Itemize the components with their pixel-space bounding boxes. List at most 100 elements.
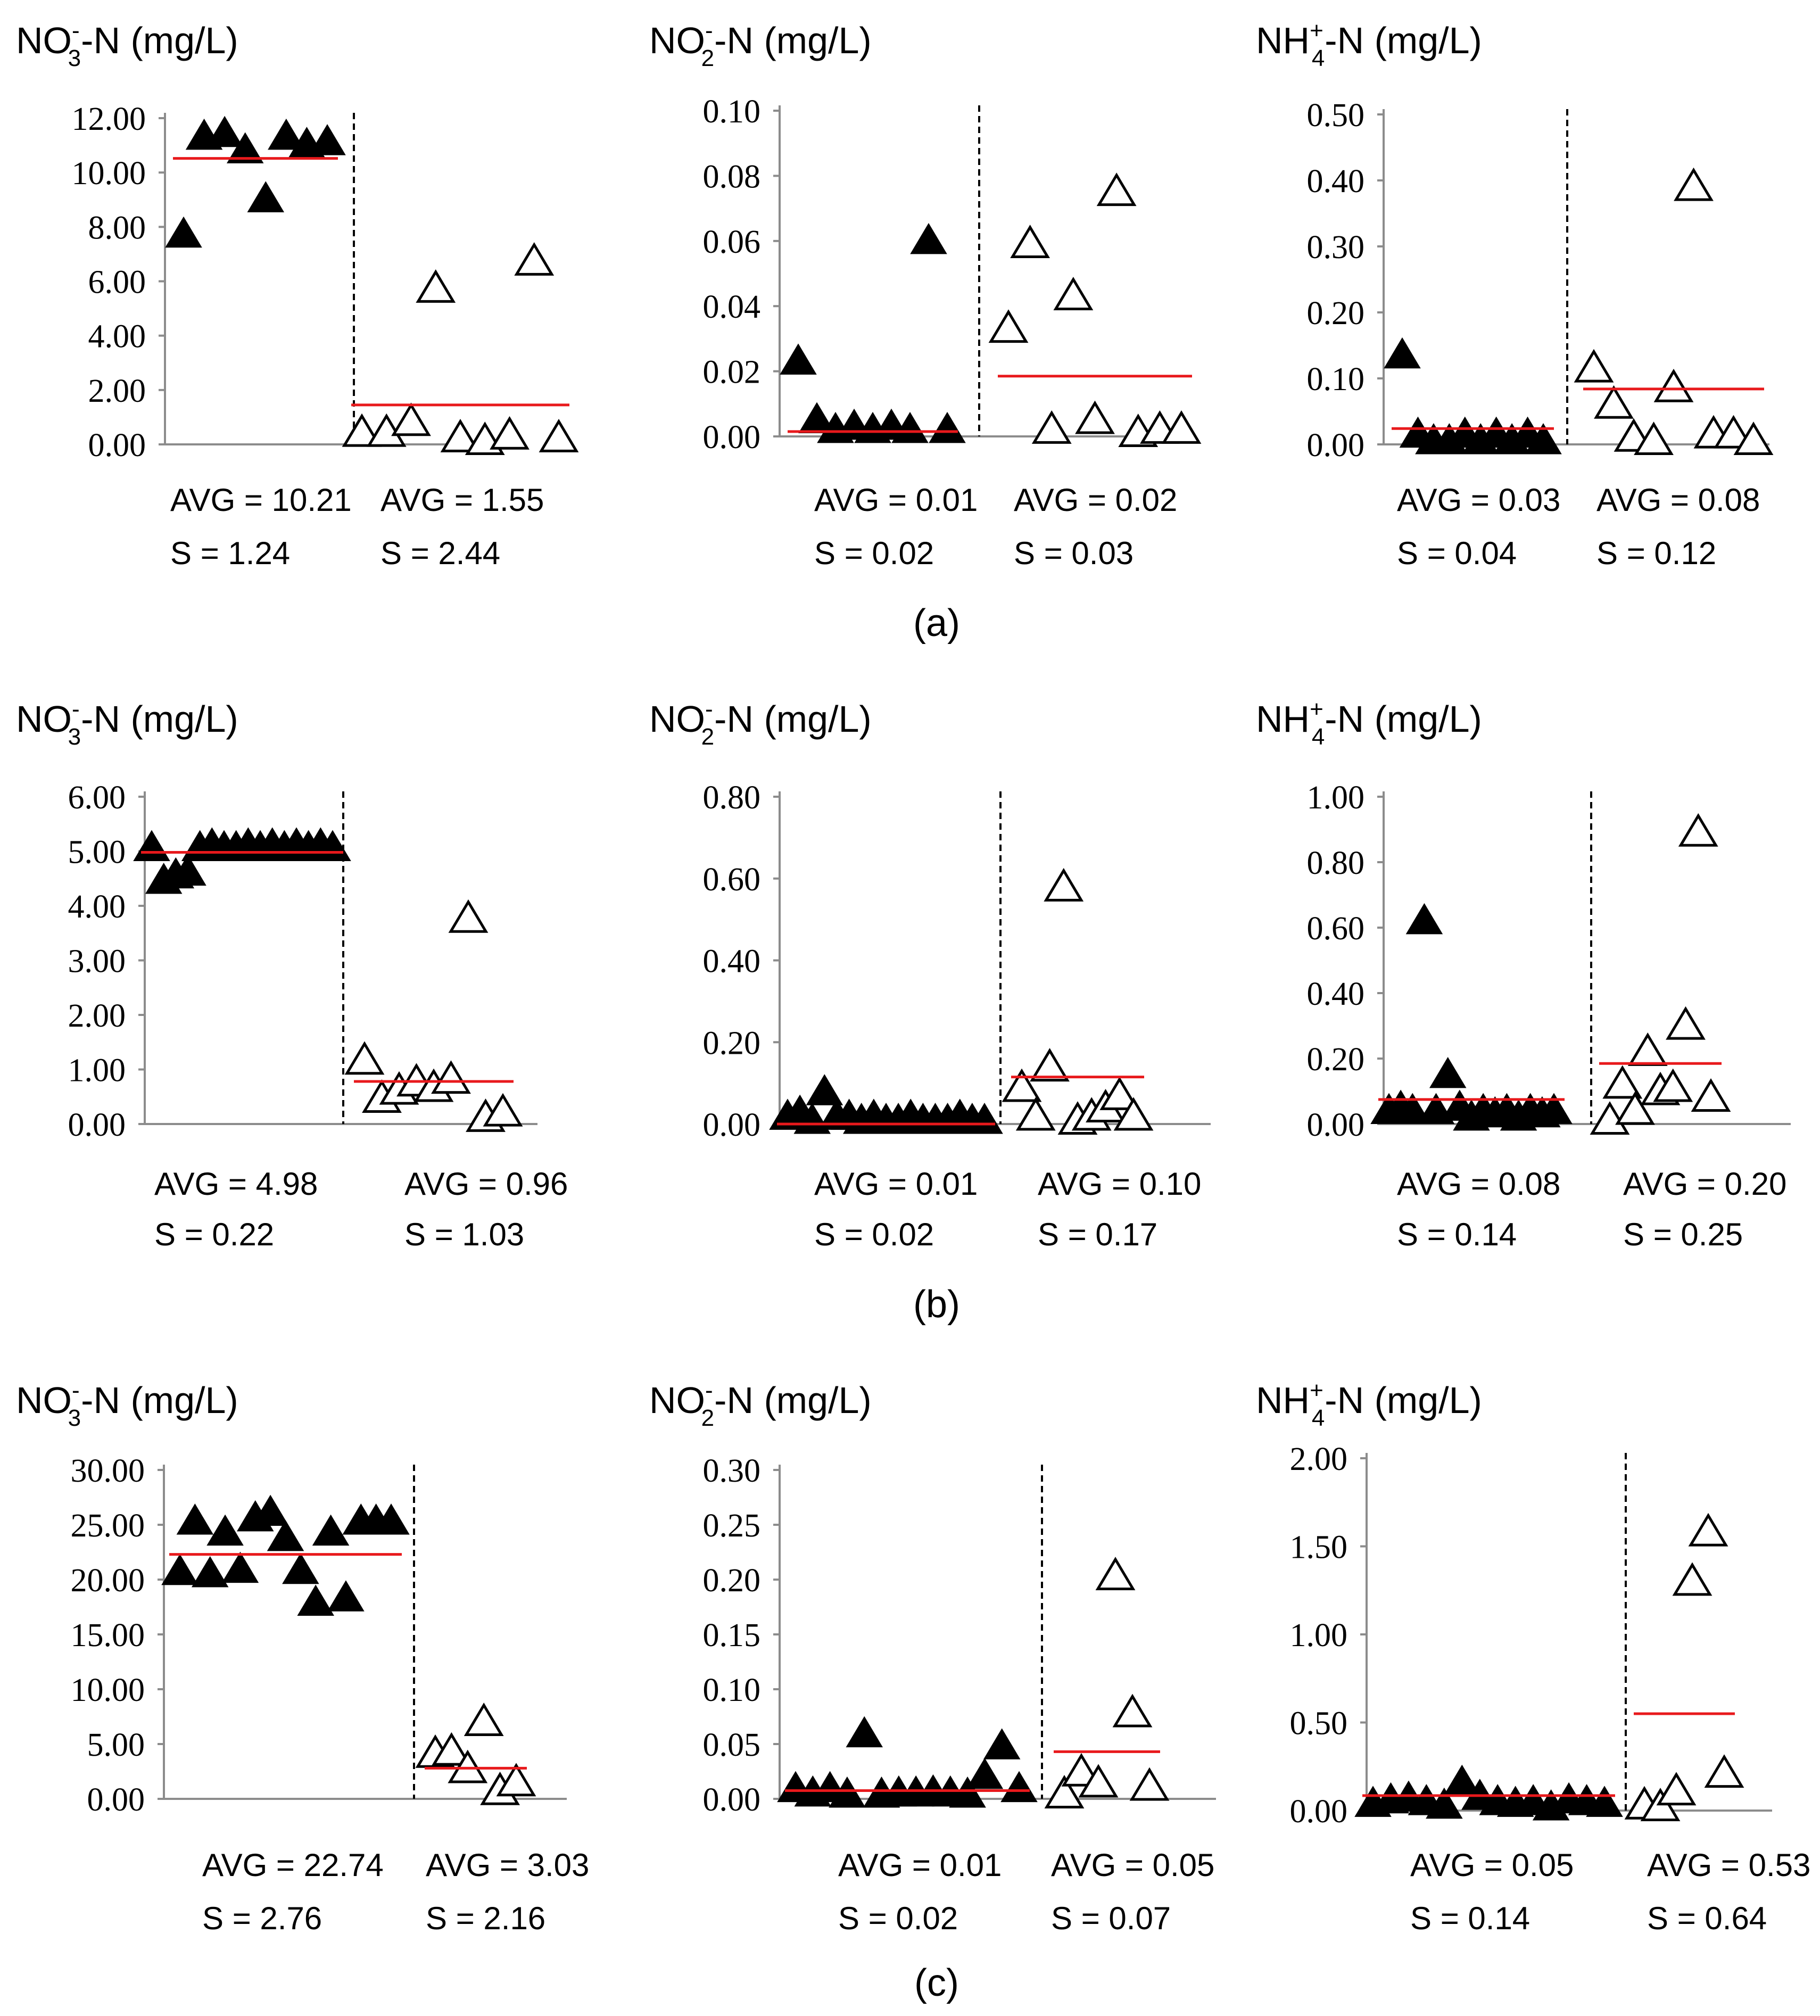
data-point-open-triangle <box>1075 400 1115 434</box>
avg-label: AVG = 0.01 <box>814 482 978 518</box>
data-point-open-triangle <box>342 413 382 447</box>
y-tick-label: 0.00 <box>703 419 761 456</box>
y-tick-label: 0.00 <box>703 1782 761 1818</box>
panel-b-nh4: NH+ 4-N (mg/L) 0.00 0.20 0.40 0.60 0.80 1.00 AVG… <box>1256 696 1791 1252</box>
avg-label: AVG = 10.21 <box>170 482 352 518</box>
data-point-open-triangle <box>1096 172 1137 206</box>
y-tick-label: 0.00 <box>1307 427 1365 464</box>
y-tick-label: 1.00 <box>1307 780 1365 816</box>
data-point-filled-triangle <box>1429 1056 1467 1088</box>
series-open <box>1574 167 1774 455</box>
y-tick-label: 0.40 <box>703 944 761 980</box>
y-tick-label: 20.00 <box>71 1563 145 1599</box>
series-filled <box>780 222 966 443</box>
y-tick-label: 3.00 <box>68 944 126 980</box>
data-point-filled-triangle <box>169 854 206 886</box>
y-tick-label: 0.20 <box>703 1025 761 1061</box>
title-base: NO <box>649 698 705 740</box>
y-tick-label: 0.80 <box>703 780 761 816</box>
y-tick-label: 0.30 <box>1307 229 1365 266</box>
s-label: S = 0.07 <box>1051 1901 1171 1936</box>
avg-label: AVG = 0.03 <box>1397 482 1560 518</box>
data-point-open-triangle <box>1161 410 1202 444</box>
data-point-open-triangle <box>1061 1753 1102 1787</box>
s-label: S = 1.24 <box>170 535 290 571</box>
data-point-open-triangle <box>1656 1772 1697 1806</box>
panel-title: NO-2-N (mg/L) <box>649 1377 872 1431</box>
data-point-open-triangle <box>1688 1513 1728 1547</box>
panel-title: NH+ 4-N (mg/L) <box>1256 696 1482 750</box>
title-subscript: 2 <box>701 45 714 71</box>
y-tick-label: 0.40 <box>1307 163 1365 200</box>
data-point-open-triangle <box>1095 1557 1136 1590</box>
title-base: NO <box>649 20 705 61</box>
data-point-open-triangle <box>448 899 489 933</box>
title-base: NH <box>1256 698 1310 740</box>
panel-title: NO-3-N (mg/L) <box>16 1377 238 1431</box>
data-point-open-triangle <box>1594 385 1634 419</box>
data-point-filled-triangle <box>910 222 947 254</box>
title-unit: -N (mg/L) <box>1325 1379 1482 1421</box>
title-subscript: 3 <box>68 45 81 71</box>
data-point-filled-triangle <box>806 1074 843 1105</box>
data-point-open-triangle <box>1053 277 1094 310</box>
s-label: S = 0.14 <box>1410 1901 1530 1936</box>
title-superscript: + <box>1310 696 1323 722</box>
data-point-filled-triangle <box>1394 1093 1432 1125</box>
data-point-open-triangle <box>1666 1006 1706 1040</box>
series-filled <box>769 1074 1003 1134</box>
panel-b-no2: NO-2-N (mg/L) 0.00 0.20 0.40 0.60 0.80 AVG = 0… <box>649 696 1211 1252</box>
data-point-open-triangle <box>988 309 1029 343</box>
y-tick-label: 12.00 <box>72 101 146 137</box>
y-tick-label: 0.02 <box>703 354 761 391</box>
data-point-filled-triangle <box>206 115 243 147</box>
panel-c-no3: NO-3-N (mg/L) 0.00 5.00 10.00 15.00 20.00 25.0… <box>16 1377 589 1936</box>
y-tick-label: 4.00 <box>68 889 126 925</box>
data-point-open-triangle <box>1653 1068 1693 1102</box>
data-point-open-triangle <box>1674 167 1714 201</box>
data-point-filled-triangle <box>1405 903 1443 935</box>
data-point-filled-triangle <box>1000 1771 1038 1803</box>
data-point-open-triangle <box>496 1763 536 1797</box>
data-point-open-triangle <box>1044 867 1084 902</box>
title-superscript: + <box>1310 18 1323 44</box>
y-tick-label: 15.00 <box>71 1617 145 1654</box>
y-tick-label: 6.00 <box>88 265 146 301</box>
title-unit: -N (mg/L) <box>714 20 872 61</box>
title-base: NH <box>1256 1379 1310 1421</box>
panel-title: NH+ 4-N (mg/L) <box>1256 18 1482 71</box>
data-point-filled-triangle <box>252 1494 289 1526</box>
data-point-open-triangle <box>1078 1764 1119 1798</box>
s-label: S = 0.14 <box>1397 1217 1517 1252</box>
data-point-open-triangle <box>1615 1091 1655 1125</box>
panel-title: NO-3-N (mg/L) <box>16 696 238 750</box>
y-tick-label: 8.00 <box>88 210 146 246</box>
series-filled <box>777 1716 1038 1808</box>
y-tick-label: 0.20 <box>1307 295 1365 332</box>
series-open <box>1002 867 1154 1135</box>
title-superscript: - <box>72 18 80 44</box>
data-point-open-triangle <box>1112 1693 1153 1728</box>
charts-layer: NO-3-N (mg/L)0.002.004.006.008.0010.0012… <box>16 18 1810 1936</box>
data-point-filled-triangle <box>206 1514 244 1546</box>
data-point-filled-triangle <box>309 124 346 155</box>
data-point-filled-triangle <box>1586 1786 1623 1817</box>
title-unit: -N (mg/L) <box>81 698 238 740</box>
data-point-filled-triangle <box>1535 1093 1573 1125</box>
data-point-open-triangle <box>539 419 579 452</box>
data-point-open-triangle <box>1691 1078 1731 1112</box>
y-tick-label: 0.50 <box>1290 1706 1348 1742</box>
y-tick-label: 0.20 <box>1307 1042 1365 1078</box>
data-point-open-triangle <box>416 269 456 303</box>
y-tick-label: 5.00 <box>87 1727 145 1763</box>
data-point-open-triangle <box>1044 1775 1085 1808</box>
avg-label: AVG = 0.96 <box>404 1166 568 1202</box>
data-point-open-triangle <box>1704 1754 1744 1788</box>
title-superscript: - <box>72 1377 80 1403</box>
data-point-open-triangle <box>391 402 431 436</box>
y-tick-label: 0.10 <box>703 1672 761 1708</box>
data-point-filled-triangle <box>267 1519 304 1551</box>
data-point-open-triangle <box>440 419 481 452</box>
series-open <box>342 242 579 455</box>
data-point-filled-triangle <box>1384 337 1421 369</box>
